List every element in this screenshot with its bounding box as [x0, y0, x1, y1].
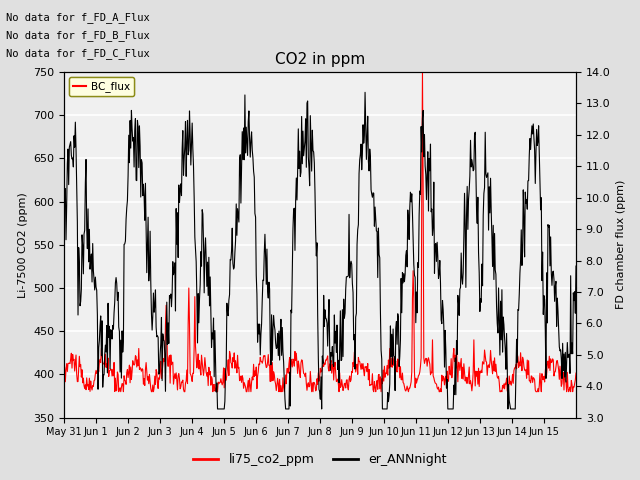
Y-axis label: Li-7500 CO2 (ppm): Li-7500 CO2 (ppm) — [17, 192, 28, 298]
Y-axis label: FD chamber flux (ppm): FD chamber flux (ppm) — [616, 180, 626, 310]
Text: No data for f_FD_A_Flux: No data for f_FD_A_Flux — [6, 12, 150, 23]
Title: CO2 in ppm: CO2 in ppm — [275, 52, 365, 67]
Legend: li75_co2_ppm, er_ANNnight: li75_co2_ppm, er_ANNnight — [188, 448, 452, 471]
Text: No data for f_FD_C_Flux: No data for f_FD_C_Flux — [6, 48, 150, 60]
Text: No data for f_FD_B_Flux: No data for f_FD_B_Flux — [6, 30, 150, 41]
Legend: BC_flux: BC_flux — [69, 77, 134, 96]
